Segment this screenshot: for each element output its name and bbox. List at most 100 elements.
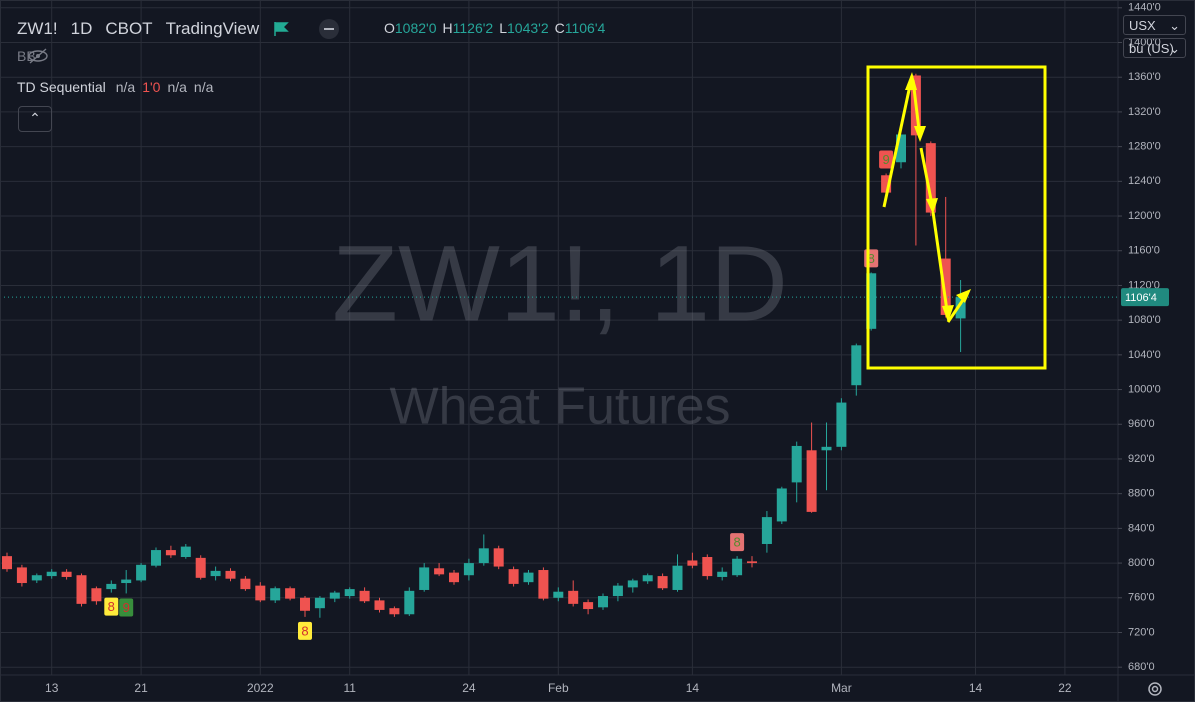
exchange: CBOT [105,19,153,38]
bb-indicator[interactable]: BB [17,48,48,64]
y-tick-label: 1200'0 [1128,210,1161,222]
candle-body [672,565,683,590]
ohlc-key: H [442,20,453,36]
candle-body [16,567,27,584]
y-tick-label: 880'0 [1128,488,1155,500]
user-drawing [866,65,1047,370]
indicator-name: TD Sequential [17,79,106,95]
candle-body [314,597,325,609]
candle-body [881,175,892,193]
gear[interactable] [1148,682,1162,696]
candle-body [210,570,221,577]
ohlc-key: O [384,20,395,36]
candle-body [523,572,534,583]
x-tick-label: 24 [462,681,476,695]
candle-body [106,583,117,590]
candle-body [195,557,206,578]
y-tick-label: 1280'0 [1128,141,1161,153]
candle-body [538,570,549,599]
y-tick-label: 1000'0 [1128,383,1161,395]
candle-body [553,591,564,598]
ohlc-value: 1126'2 [452,20,494,36]
y-tick-label: 760'0 [1128,592,1155,604]
candle-body [151,550,161,566]
hidden-icon[interactable] [27,48,49,64]
watermark-description: Wheat Futures [389,378,730,436]
candle-body [329,592,340,599]
candle-body [46,571,57,577]
candle-body [866,273,877,329]
candle-body [434,568,445,575]
candle-body [896,134,906,163]
td-label: 9 [123,600,130,615]
candle-body [791,445,802,483]
candle-body [285,588,296,599]
collapse-icon[interactable] [318,18,340,40]
symbol[interactable]: ZW1! [17,19,58,38]
td-label: 8 [868,251,875,266]
candle-body [493,548,504,567]
grid [0,0,1118,675]
td-label: 9 [882,152,889,167]
candle-body [225,570,236,579]
td-label: 8 [301,623,308,638]
candle-body [136,564,147,581]
td-label-box [119,598,134,617]
candle-body [717,571,728,577]
y-tick-label: 1240'0 [1128,175,1161,187]
x-tick-label: 14 [969,681,983,695]
candle-body [508,569,519,584]
candle-body [300,597,310,611]
last-price-box [1121,288,1169,307]
interval[interactable]: 1D [70,19,93,38]
unit-select[interactable]: bu (US) ⌄ [1123,38,1186,58]
candle-body [776,488,787,522]
last-price-label: 1106'4 [1125,292,1157,304]
x-tick-label: 14 [686,681,700,695]
candle-body [31,575,42,581]
candle-body [642,575,653,582]
td-indicator[interactable]: TD Sequential n/a 1'0 n/a n/a [17,79,220,95]
candle-body [732,558,743,576]
candle-body [478,548,489,564]
candle-body [344,589,355,597]
y-tick-label: 680'0 [1128,661,1155,673]
collapse-button[interactable]: ⌃ [18,106,52,132]
candle-body [925,143,936,213]
y-tick-label: 1360'0 [1128,71,1161,83]
indicator-value: 1'0 [142,79,161,95]
ohlc-value: 1043'2 [507,20,549,36]
y-tick-label: 1320'0 [1128,106,1161,118]
candle-body [612,585,623,597]
x-tick-label: 13 [45,681,59,695]
x-tick-label: 11 [343,681,356,695]
x-tick-label: Mar [831,681,852,695]
indicator-value: n/a [193,79,214,95]
flag-icon[interactable] [272,20,290,38]
symbol-header: ZW1! 1D CBOT TradingView [17,18,340,40]
settings-icon[interactable] [1148,682,1162,696]
highlight-box [866,65,1047,370]
candle-body [165,550,176,556]
candle-body [419,567,430,590]
candle-body [240,578,251,590]
y-tick-label: 960'0 [1128,418,1155,430]
currency-select[interactable]: USX ⌄ [1123,15,1186,35]
candle-body [836,402,847,447]
y-tick-label: 1440'0 [1128,2,1161,14]
candle-body [463,563,474,576]
candle-body [91,588,102,602]
y-tick-label: 1080'0 [1128,314,1161,326]
td-label-box [730,533,745,552]
y-tick-label: 920'0 [1128,453,1155,465]
td-label: 8 [733,535,740,550]
y-tick-label: 840'0 [1128,522,1155,534]
arrow [882,75,914,208]
y-tick-label: 1040'0 [1128,349,1161,361]
candle-body [657,576,668,589]
candle-body [955,297,966,319]
ohlc-key: C [554,20,565,36]
candle-body [61,571,72,577]
